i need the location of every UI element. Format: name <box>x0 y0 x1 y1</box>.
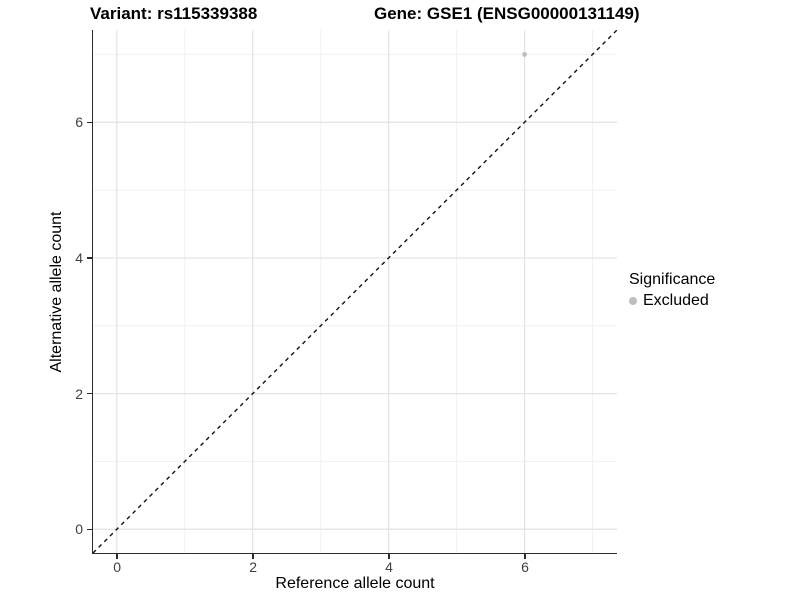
legend-item: Excluded <box>629 292 715 310</box>
y-tick-mark <box>87 392 92 395</box>
x-tick-mark <box>388 554 390 559</box>
legend-title: Significance <box>629 271 716 288</box>
plot-title-variant: Variant: rs115339388 <box>90 4 258 23</box>
y-tick-label: 0 <box>75 521 83 538</box>
y-tick-label: 2 <box>75 385 83 402</box>
y-tick-label: 4 <box>75 249 83 266</box>
x-tick-label: 0 <box>113 559 122 575</box>
data-point <box>522 52 527 57</box>
y-tick-mark <box>87 257 92 259</box>
x-tick-mark <box>524 554 526 559</box>
legend-item-label: Excluded <box>643 292 709 309</box>
y-tick-label: 6 <box>75 114 83 131</box>
legend-items: Excluded <box>629 292 715 310</box>
x-tick-label: 6 <box>521 559 529 575</box>
x-axis-title: Reference allele count <box>275 575 435 592</box>
y-tick-mark <box>87 528 92 530</box>
plot-title-gene: Gene: GSE1 (ENSG00000131149) <box>374 4 640 23</box>
x-tick-label: 4 <box>385 559 393 575</box>
x-tick-mark <box>252 554 254 559</box>
legend: Significance Excluded <box>629 271 715 310</box>
y-tick-mark <box>87 121 92 123</box>
plot-area-svg <box>93 30 617 553</box>
x-tick-label: 2 <box>249 559 258 575</box>
x-tick-mark <box>116 554 118 559</box>
identity-reference-line <box>93 30 617 553</box>
y-axis-title: Alternative allele count <box>48 211 65 373</box>
legend-point-icon <box>629 297 637 305</box>
plot-panel <box>92 30 617 554</box>
